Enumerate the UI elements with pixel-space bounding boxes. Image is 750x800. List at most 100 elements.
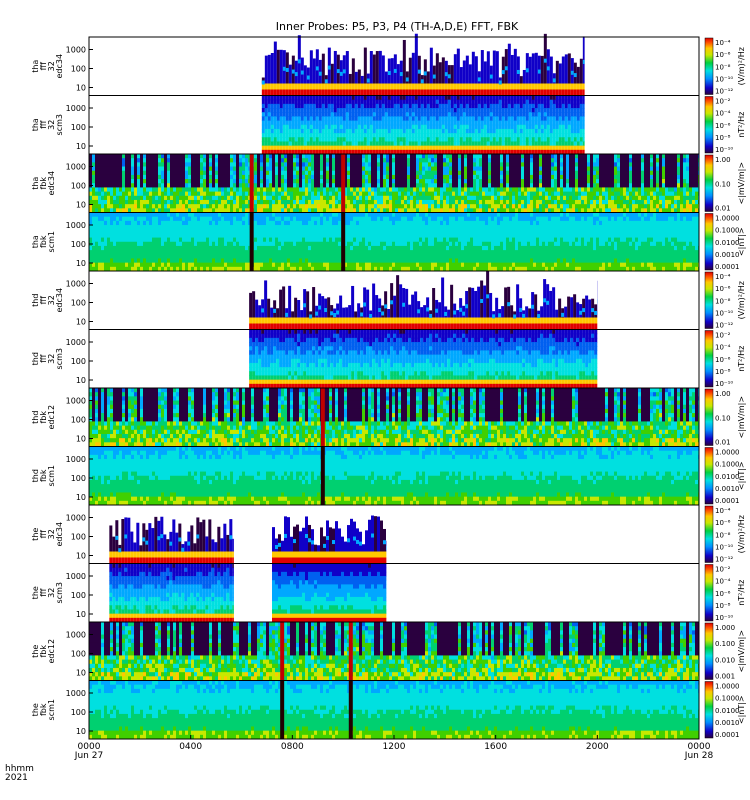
cbar-tick-label: 10⁻⁶ [715,590,731,598]
cbar-unit-the-fbk-scm1: <|nT|> [737,695,746,724]
cbar-tick-label: 10⁻⁴ [715,344,731,352]
cbar-tick-label: 10⁻⁸ [715,134,731,142]
spike-tha-fbk-edc34-0 [250,154,254,213]
cbar-tick-label: 0.1000 [715,227,740,235]
y-tick-label: 1000 [66,338,86,347]
cbar-tick-label: 0.010 [715,656,735,664]
spike-the-fbk-edc12-0 [280,622,284,681]
colorbar-the-fbk-edc12: 1.0000.1000.0100.001<|mV/m|> [705,623,746,681]
spike-the-fbk-edc12-1 [349,622,353,681]
y-tick-label: 1000 [66,397,86,406]
y-tick-label: 1000 [66,631,86,640]
heatmap-the-fbk-edc12 [89,622,699,681]
panel-label-the-fff32-scm3: thefff32scm3 [31,582,64,603]
y-tick-label: 1000 [66,221,86,230]
cbar-tick-label: 10⁻⁴ [715,110,731,118]
y-tick-label: 10 [76,669,86,678]
cbar-tick-label: 10⁻¹⁰ [715,543,733,551]
cbar-tick-label: 1.00 [715,390,731,398]
y-tick-label: 100 [71,591,86,600]
cbar-tick-label: 10⁻¹² [715,88,733,96]
cbar-tick-label: 10⁻² [715,566,731,574]
figure-title: Inner Probes: P5, P3, P4 (TH-A,D,E) FFT,… [276,20,519,33]
cbar-tick-label: 0.0100 [715,707,740,715]
heatmap-thd-fbk-edc12 [89,388,699,447]
panel-label-thd-fff32-scm3: thdfff32scm3 [31,348,64,369]
panel-label-thd-fff32-edc34: thdfff32edc34 [31,288,64,313]
y-tick-label: 10 [76,727,86,736]
cbar-tick-label: 10⁻¹⁰ [715,309,733,317]
y-tick-label: 10 [76,259,86,268]
x-tick-date: Jun 27 [74,751,103,761]
y-tick-label: 10 [76,435,86,444]
cbar-unit-thd-fff32-edc34: (V/m)²/Hz [737,281,746,319]
cbar-tick-label: 0.0010 [715,251,740,259]
panel-label-the-fbk-edc12: thefbkedc12 [31,639,56,664]
cbar-tick-label: 10⁻¹² [715,322,733,330]
cbar-tick-label: 10⁻⁸ [715,602,731,610]
panel-the-fff32-edc34: 101001000thefff32edc3410⁻⁴10⁻⁶10⁻⁸10⁻¹⁰1… [31,505,746,564]
cbar-tick-label: 10⁻⁶ [715,519,731,527]
spike-the-fbk-scm1-0 [280,681,284,740]
panel-label-thd-fbk-scm1: thdfbkscm1 [31,465,56,486]
panel-the-fbk-edc12: 101001000thefbkedc121.0000.1000.0100.001… [31,622,746,681]
y-tick-label: 10 [76,201,86,210]
panel-label-the-fff32-edc34: thefff32edc34 [31,522,64,547]
cbar-tick-label: 0.100 [715,640,735,648]
panel-label-tha-fbk-scm1: thafbkscm1 [31,231,56,252]
spike-thd-fbk-edc12-0 [321,388,325,447]
cbar-tick-label: 10⁻¹⁰ [715,146,733,154]
panels-group: 101001000thafff32edc3410⁻⁴10⁻⁶10⁻⁸10⁻¹⁰1… [31,34,746,740]
cbar-tick-label: 10⁻⁴ [715,39,731,47]
panel-label-tha-fbk-edc34: thafbkedc34 [31,171,56,196]
y-tick-label: 1000 [66,455,86,464]
colorbar-tha-fbk-edc34: 1.000.100.01<|mV/m|> [705,155,746,213]
cbar-unit-tha-fff32-edc34: (V/m)²/Hz [737,47,746,85]
cbar-tick-label: 10⁻⁸ [715,63,731,71]
heatmap-thd-fbk-scm1 [89,447,699,506]
cbar-tick-label: 1.000 [715,624,735,632]
cbar-unit-tha-fbk-edc34: <|mV/m|> [737,162,746,205]
cbar-tick-label: 10⁻⁴ [715,507,731,515]
y-tick-label: 10 [76,318,86,327]
panel-label-the-fbk-scm1: thefbkscm1 [31,699,56,720]
spike-the-fbk-scm1-1 [349,681,353,740]
panel-label-tha-fff32-edc34: thafff32edc34 [31,54,64,79]
cbar-unit-the-fff32-edc34: (V/m)²/Hz [737,515,746,553]
cbar-unit-tha-fff32-scm3: nT²/Hz [737,112,746,138]
cbar-tick-label: 10⁻¹⁰ [715,75,733,83]
heatmap-the-fbk-scm1 [89,681,699,740]
x-tick-label: 0400 [179,742,202,752]
panel-thd-fff32-scm3: 101001000thdfff32scm310⁻²10⁻⁴10⁻⁶10⁻⁸10⁻… [31,330,746,389]
y-tick-label: 10 [76,142,86,151]
y-tick-label: 100 [71,357,86,366]
heatmap-tha-fff32-scm3 [262,96,585,155]
panel-tha-fbk-scm1: 101001000thafbkscm11.00000.10000.01000.0… [31,213,746,272]
footer-year: 2021 [5,773,28,783]
cbar-tick-label: 1.00 [715,156,731,164]
cbar-tick-label: 10⁻⁸ [715,531,731,539]
panel-the-fbk-scm1: 101001000thefbkscm11.00000.10000.01000.0… [31,681,746,740]
cbar-tick-label: 10⁻⁴ [715,578,731,586]
cbar-tick-label: 0.0010 [715,485,740,493]
y-tick-label: 10 [76,610,86,619]
cbar-tick-label: 0.0001 [715,731,740,739]
heatmap-thd-fff32-edc34 [249,271,597,329]
cbar-tick-label: 10⁻⁸ [715,368,731,376]
x-tick-label: 2000 [586,742,609,752]
x-tick-label: 0800 [281,742,304,752]
panel-thd-fbk-scm1: 101001000thdfbkscm11.00000.10000.01000.0… [31,447,746,506]
spike-thd-fbk-scm1-0 [321,447,325,506]
y-tick-label: 100 [71,182,86,191]
y-tick-label: 1000 [66,514,86,523]
y-tick-label: 100 [71,474,86,483]
y-tick-label: 100 [71,123,86,132]
spike-tha-fbk-edc34-1 [341,154,345,213]
cbar-unit-the-fff32-scm3: nT²/Hz [737,580,746,606]
